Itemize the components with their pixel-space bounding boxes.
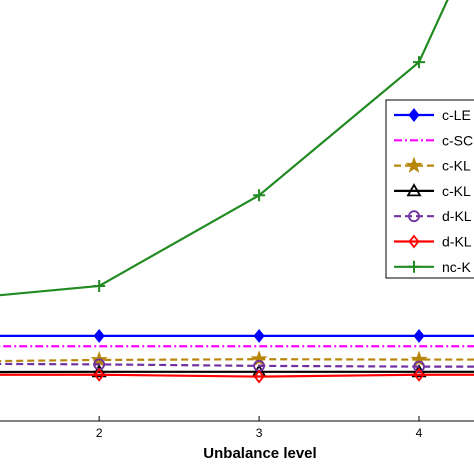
data-point (410, 350, 428, 367)
data-point (253, 189, 266, 202)
legend-entry: c-SC (394, 132, 473, 148)
legend-label: d-KL (442, 208, 472, 224)
series-line (0, 358, 474, 363)
series-4 (0, 358, 474, 373)
legend-label: c-LE (442, 107, 471, 123)
series-line (0, 362, 474, 368)
legend: c-LE c-SC c-KL c-KL d-KL d-KL nc-K (385, 99, 474, 279)
legend-label: nc-K (442, 259, 471, 275)
series-5 (0, 367, 474, 384)
legend-entry: c-LE (394, 107, 471, 123)
legend-label: c-SC (442, 132, 473, 148)
data-point (253, 328, 265, 343)
series-2 (0, 350, 474, 368)
data-point (91, 363, 107, 378)
legend-label: c-KL (442, 183, 471, 199)
x-tick-label: 3 (256, 426, 263, 440)
x-tick-label: 4 (416, 426, 423, 440)
series-6 (0, 0, 449, 297)
data-point (250, 350, 268, 367)
series-line (0, 373, 474, 378)
data-point (413, 367, 425, 382)
data-point (413, 360, 425, 373)
axes: 2 3 4 (0, 416, 474, 440)
data-point (93, 367, 105, 382)
data-point (93, 328, 105, 343)
legend-entry: c-KL (394, 183, 471, 199)
legend-marker (408, 210, 420, 223)
legend-entry: nc-K (394, 259, 471, 275)
data-point (253, 369, 265, 384)
series-layer (0, 0, 474, 384)
x-axis-label: Unbalance level (203, 445, 316, 462)
legend-marker (405, 156, 423, 173)
legend-marker (408, 108, 420, 122)
legend-entry: d-KL (394, 208, 472, 224)
legend-box (385, 99, 474, 279)
x-tick-label: 2 (96, 426, 103, 440)
series-0 (0, 328, 474, 343)
legend-entry: d-KL (394, 234, 472, 250)
legend-entry: c-KL (394, 156, 471, 174)
data-point (413, 56, 426, 69)
legend-marker (408, 234, 420, 249)
data-point (93, 279, 106, 292)
legend-marker (408, 260, 420, 273)
data-point (413, 328, 425, 343)
legend-label: c-KL (442, 158, 471, 174)
legend-marker (406, 183, 422, 197)
legend-label: d-KL (442, 234, 472, 250)
